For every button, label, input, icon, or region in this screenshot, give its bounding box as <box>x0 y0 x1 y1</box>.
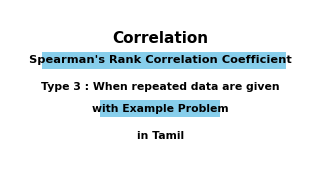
FancyBboxPatch shape <box>42 52 286 69</box>
FancyBboxPatch shape <box>100 100 220 117</box>
Text: Correlation: Correlation <box>112 31 208 46</box>
Text: 100%: 100% <box>281 12 303 18</box>
Text: Spearman's Rank Correlation Coefficient: Spearman's Rank Correlation Coefficient <box>29 55 292 65</box>
Text: QUALITY: QUALITY <box>283 34 301 38</box>
Text: Type 3 : When repeated data are given: Type 3 : When repeated data are given <box>41 82 279 92</box>
Text: with Example Problem: with Example Problem <box>92 104 228 114</box>
Text: in Tamil: in Tamil <box>137 130 184 141</box>
Text: FREE: FREE <box>285 24 299 29</box>
